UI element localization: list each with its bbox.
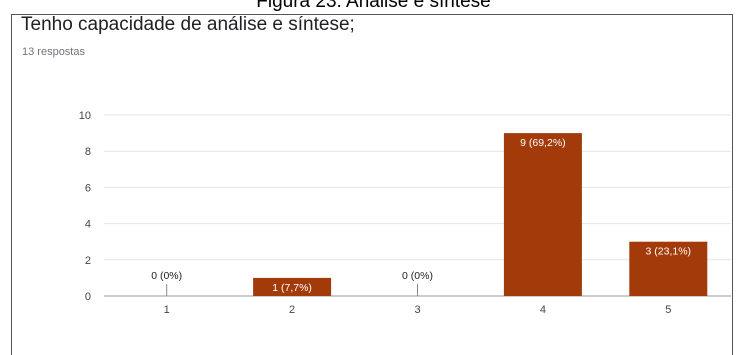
x-tick-label: 4 [540,304,546,316]
x-tick-label: 5 [665,304,671,316]
y-tick-label: 8 [85,146,91,158]
chart-title: Tenho capacidade de análise e síntese; [21,14,355,35]
bar-4 [503,133,582,296]
y-tick-label: 10 [79,110,91,122]
bar-chart: 0 2 4 6 8 10 0 (0%) 1 1 (7,7%) 2 0 (0%) 3 9 (69,2%) 4… [79,110,731,316]
y-tick-label: 2 [85,255,91,267]
bar-2 [253,277,332,296]
y-tick-label: 4 [85,219,91,231]
data-label-4: 9 (69,2%) [520,137,566,149]
data-label-5: 3 (23,1%) [646,246,692,258]
chart-card [11,14,733,355]
x-tick-label: 3 [414,304,420,316]
data-label-2: 1 (7,7%) [272,282,312,294]
response-count: 13 respostas [22,46,85,58]
x-tick-label: 2 [289,304,295,316]
bar-5 [629,241,708,296]
data-label-1: 0 (0%) [151,270,182,282]
y-tick-label: 6 [85,182,91,194]
y-tick-label: 0 [85,291,91,303]
data-label-3: 0 (0%) [402,270,433,282]
figure-caption: Figura 23: Análise e síntese [256,0,491,12]
x-tick-label: 1 [164,304,170,316]
